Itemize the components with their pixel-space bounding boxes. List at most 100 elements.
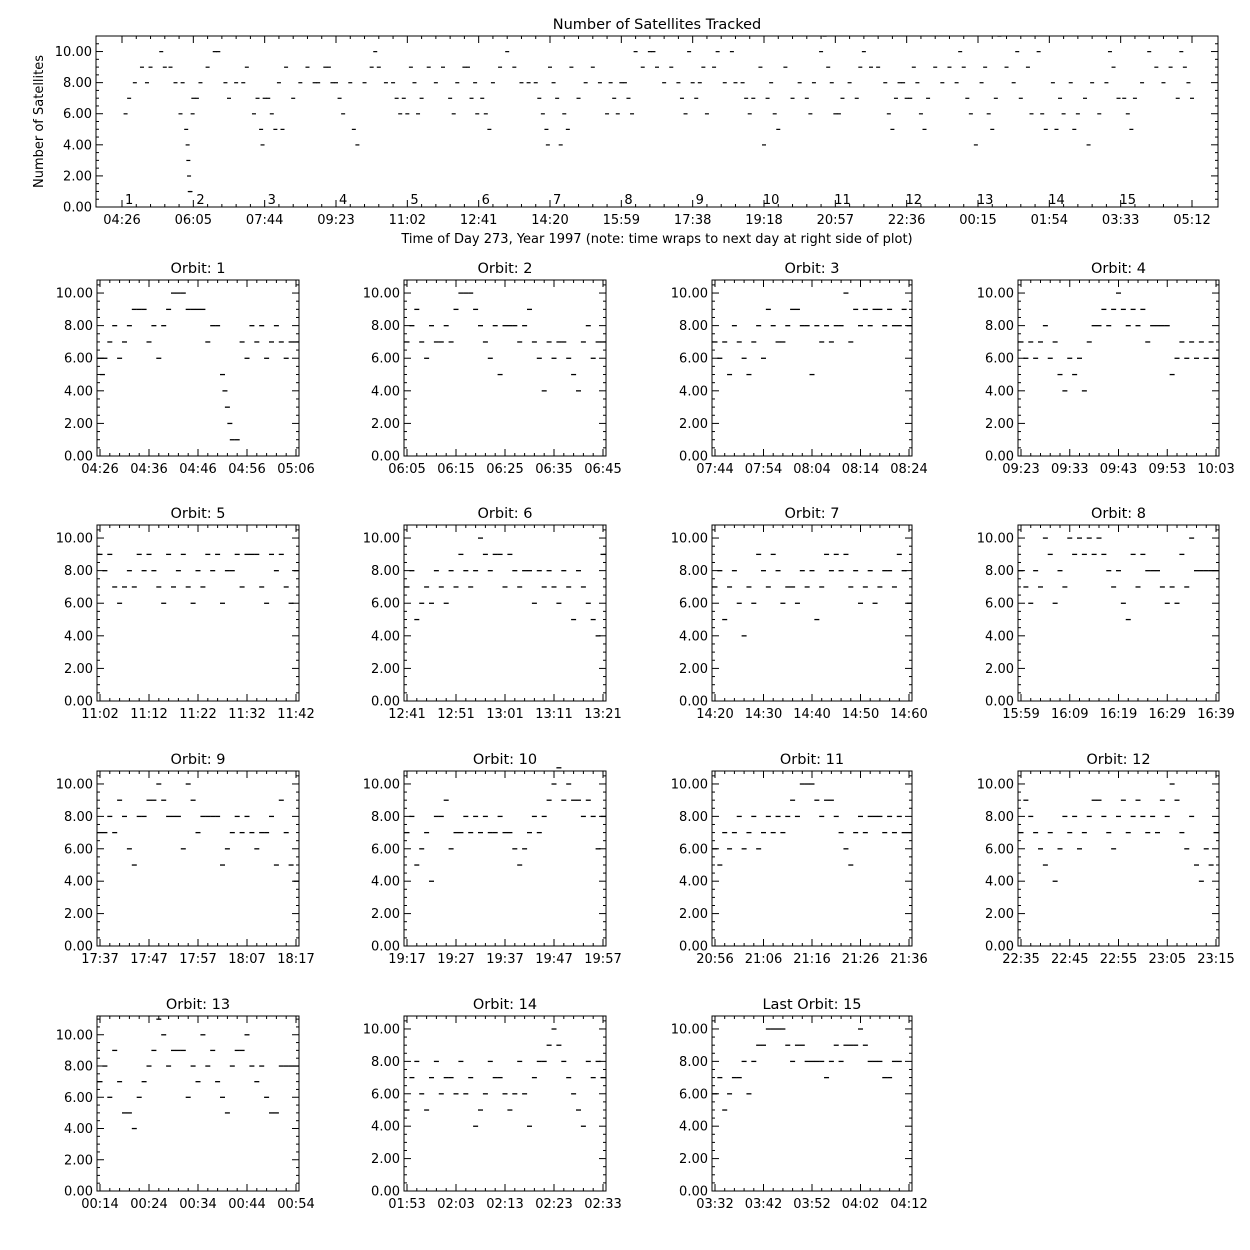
data-point — [229, 1065, 235, 1067]
y-tick-label: 10.00 — [363, 777, 400, 792]
data-point — [278, 799, 284, 801]
data-point — [647, 51, 652, 53]
data-point — [249, 1065, 255, 1067]
data-point — [882, 831, 888, 834]
data-point — [597, 82, 602, 84]
data-point — [482, 341, 488, 343]
data-point — [531, 815, 537, 818]
data-point — [351, 128, 356, 130]
y-tick-label: 4.00 — [679, 1120, 708, 1135]
x-tick-label: 07:44 — [696, 462, 733, 477]
x-tick-label: 00:15 — [959, 213, 996, 228]
data-point — [746, 1093, 752, 1095]
data-point — [1040, 113, 1045, 115]
data-point — [463, 570, 469, 572]
data-point — [918, 113, 923, 115]
data-point — [600, 815, 606, 818]
data-point — [490, 82, 495, 84]
data-point — [809, 1060, 815, 1063]
data-point — [254, 341, 260, 343]
x-tick-label: 16:09 — [1051, 707, 1088, 722]
plot-frame — [403, 770, 607, 947]
data-point — [487, 831, 493, 834]
data-point — [273, 1112, 279, 1114]
data-point — [1208, 864, 1214, 866]
data-point — [799, 1044, 805, 1046]
data-point — [146, 553, 152, 556]
y-tick-label: 6.00 — [64, 842, 93, 857]
y-tick-label: 10.00 — [56, 777, 93, 792]
data-point — [512, 66, 517, 68]
data-point — [1052, 880, 1058, 882]
x-tick-label: 04:12 — [890, 1197, 927, 1212]
data-point — [244, 357, 250, 359]
plot-frame — [403, 279, 607, 457]
data-point — [156, 357, 162, 359]
data-point — [254, 553, 260, 556]
data-point — [126, 570, 132, 572]
y-tick-label: 6.00 — [985, 352, 1014, 367]
x-tick-label: 09:23 — [1002, 462, 1039, 477]
data-point — [727, 848, 733, 850]
data-point — [722, 82, 727, 84]
data-point — [131, 1127, 137, 1130]
data-point — [765, 97, 770, 99]
data-point — [824, 553, 830, 556]
data-point — [904, 97, 909, 99]
data-point — [394, 97, 399, 99]
y-tick-label: 4.00 — [64, 875, 93, 890]
data-point — [1147, 51, 1152, 53]
data-point — [804, 325, 810, 327]
data-point — [453, 586, 459, 588]
data-point — [305, 66, 310, 68]
data-point — [424, 586, 430, 588]
data-point — [882, 1076, 888, 1079]
data-point — [185, 144, 190, 146]
data-point — [1140, 308, 1146, 311]
data-point — [712, 848, 718, 850]
data-point — [264, 831, 270, 834]
data-point — [131, 586, 137, 588]
data-point — [615, 113, 620, 115]
data-point — [746, 831, 752, 834]
data-point — [107, 815, 113, 818]
y-tick-label: 6.00 — [985, 597, 1014, 612]
data-point — [168, 66, 173, 68]
plot-frame — [1017, 524, 1220, 702]
data-point — [205, 66, 210, 68]
data-point — [958, 51, 963, 53]
data-point — [249, 831, 255, 834]
data-point — [480, 97, 485, 99]
x-tick-label: 19:17 — [388, 952, 425, 967]
data-point — [1062, 390, 1068, 392]
x-tick-label: 21:06 — [745, 952, 782, 967]
data-point — [756, 325, 762, 327]
data-point — [736, 341, 742, 343]
data-point — [1015, 51, 1020, 53]
y-tick-label: 2.00 — [371, 907, 400, 922]
data-point — [102, 357, 108, 359]
data-point — [756, 848, 762, 850]
x-tick-label: 10:03 — [1197, 462, 1234, 477]
data-point — [1122, 97, 1127, 99]
plot-frame — [711, 524, 913, 702]
x-tick-label: 23:15 — [1197, 952, 1234, 967]
data-point — [741, 1060, 747, 1063]
data-point — [804, 97, 809, 99]
x-tick-label: 02:03 — [437, 1197, 474, 1212]
data-point — [458, 292, 464, 294]
data-point — [146, 1065, 152, 1067]
data-point — [262, 97, 267, 99]
data-point — [600, 553, 606, 556]
data-point — [794, 308, 800, 311]
data-point — [590, 618, 596, 621]
data-point — [1054, 128, 1059, 130]
plot-frame — [96, 770, 300, 947]
data-point — [255, 97, 260, 99]
y-tick-label: 10.00 — [56, 287, 93, 302]
data-point — [293, 570, 299, 572]
plot-frame — [711, 1015, 913, 1192]
data-point — [690, 82, 695, 84]
data-point — [273, 325, 279, 327]
data-point — [1033, 570, 1039, 572]
